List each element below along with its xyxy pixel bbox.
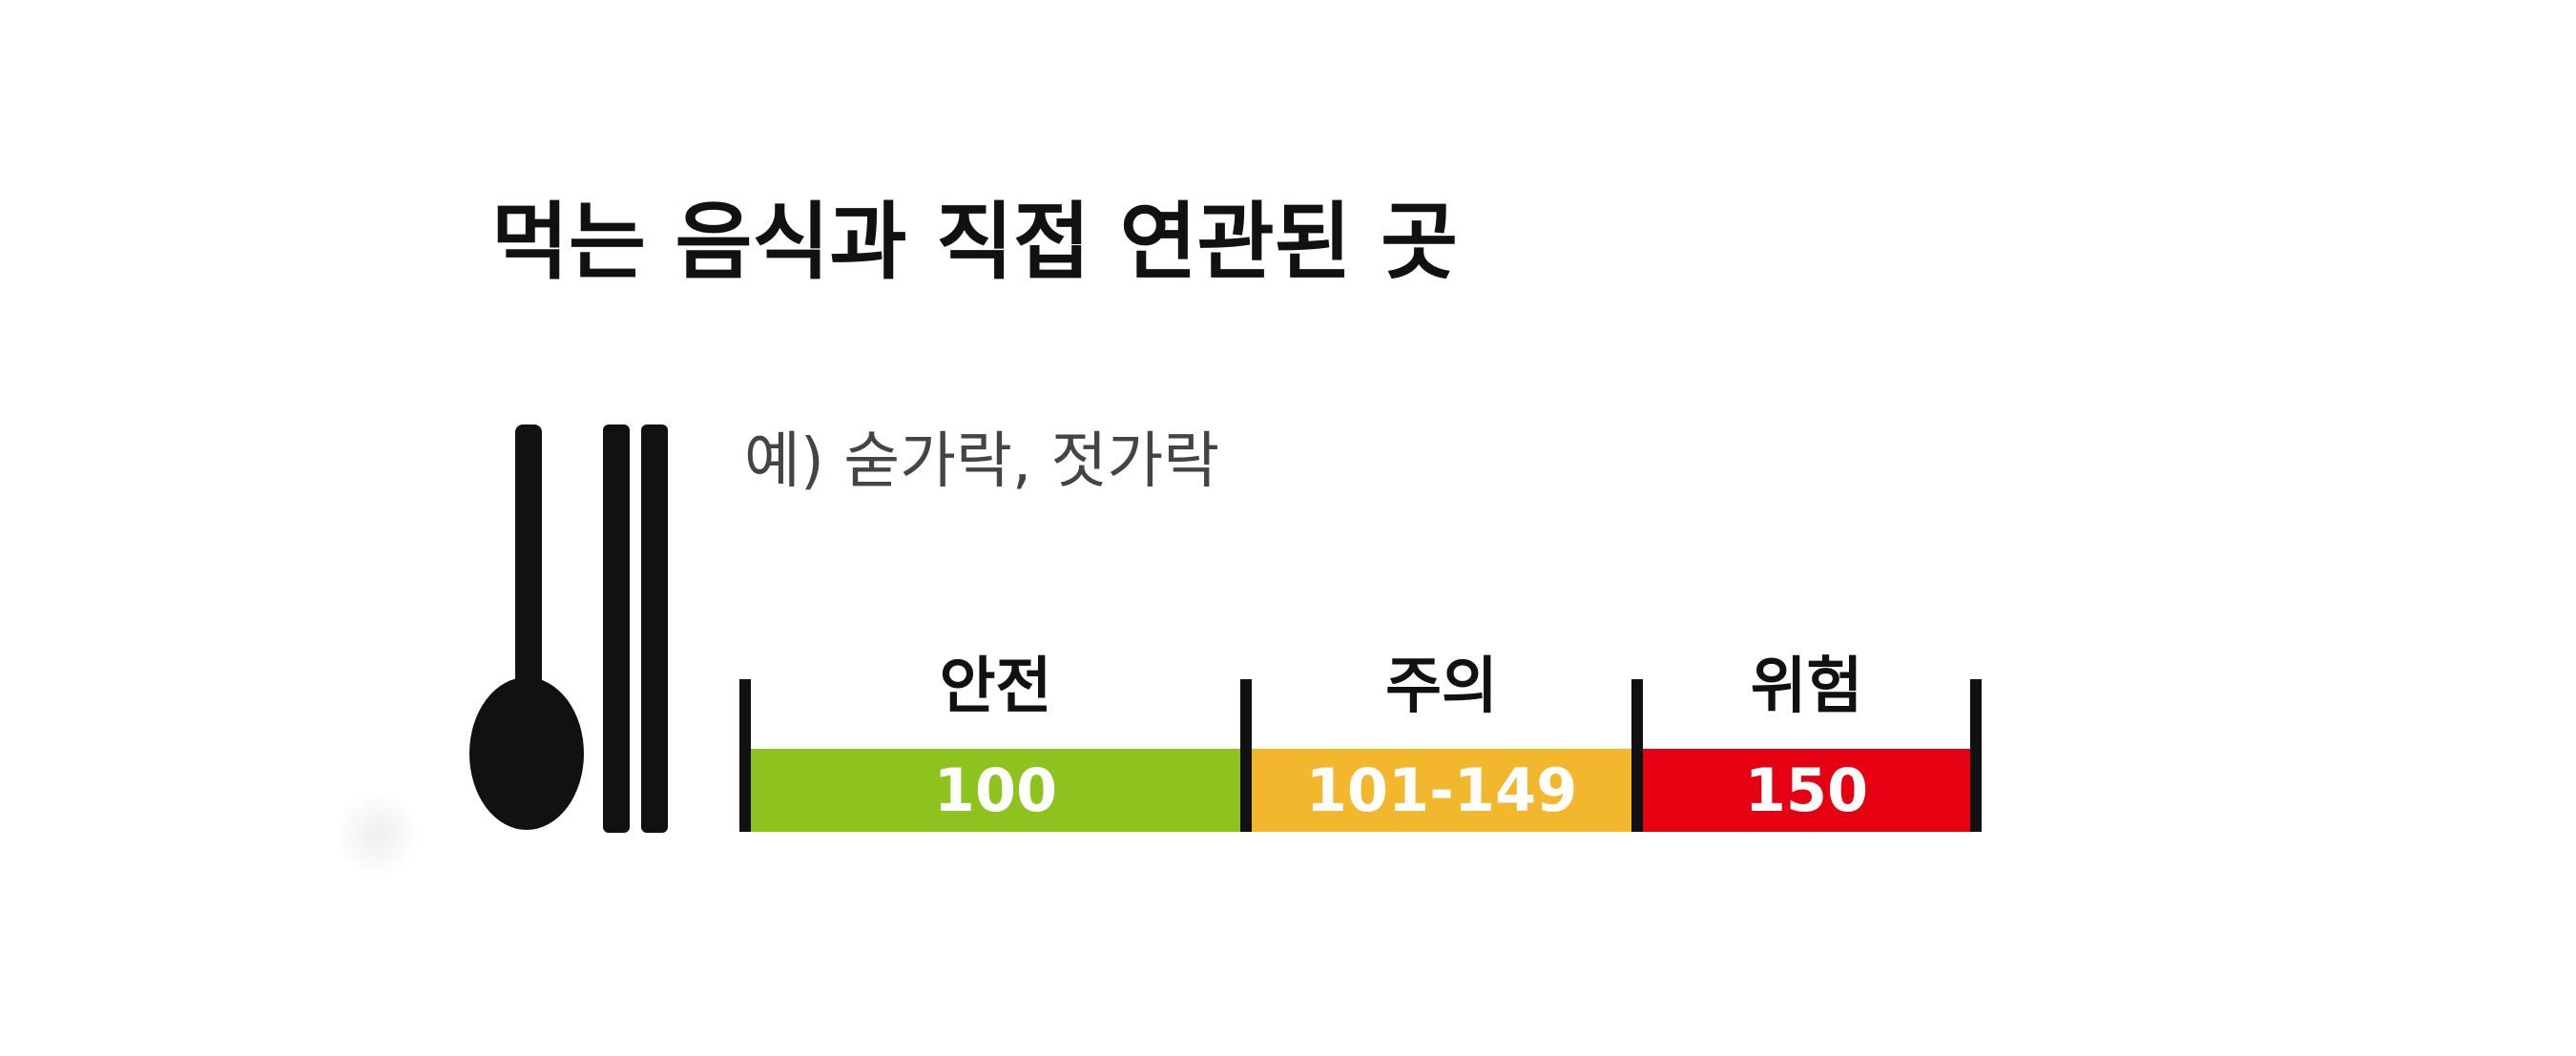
scale-divider — [1631, 679, 1643, 832]
spoon-bowl — [469, 677, 584, 830]
scale-label-caution: 주의 — [1385, 652, 1498, 722]
decorative-glow — [334, 792, 420, 878]
spoon-chopsticks-icon — [467, 424, 677, 835]
scale-divider — [1240, 679, 1252, 832]
scale-bar-caution: 101-149 — [1252, 749, 1631, 832]
scale-divider — [1970, 679, 1982, 832]
scale-label-danger: 위험 — [1750, 652, 1863, 722]
chopstick-right — [641, 424, 668, 833]
scale-label-safe: 안전 — [939, 652, 1052, 722]
spoon-handle — [515, 424, 542, 711]
scale-bar-safe: 100 — [751, 749, 1240, 832]
chopstick-left — [603, 424, 630, 833]
scale-divider — [739, 679, 751, 832]
section-title: 먹는 음식과 직접 연관된 곳 — [491, 193, 1459, 291]
scale-bar-danger: 150 — [1643, 749, 1970, 832]
example-text: 예) 숟가락, 젓가락 — [744, 426, 1220, 497]
